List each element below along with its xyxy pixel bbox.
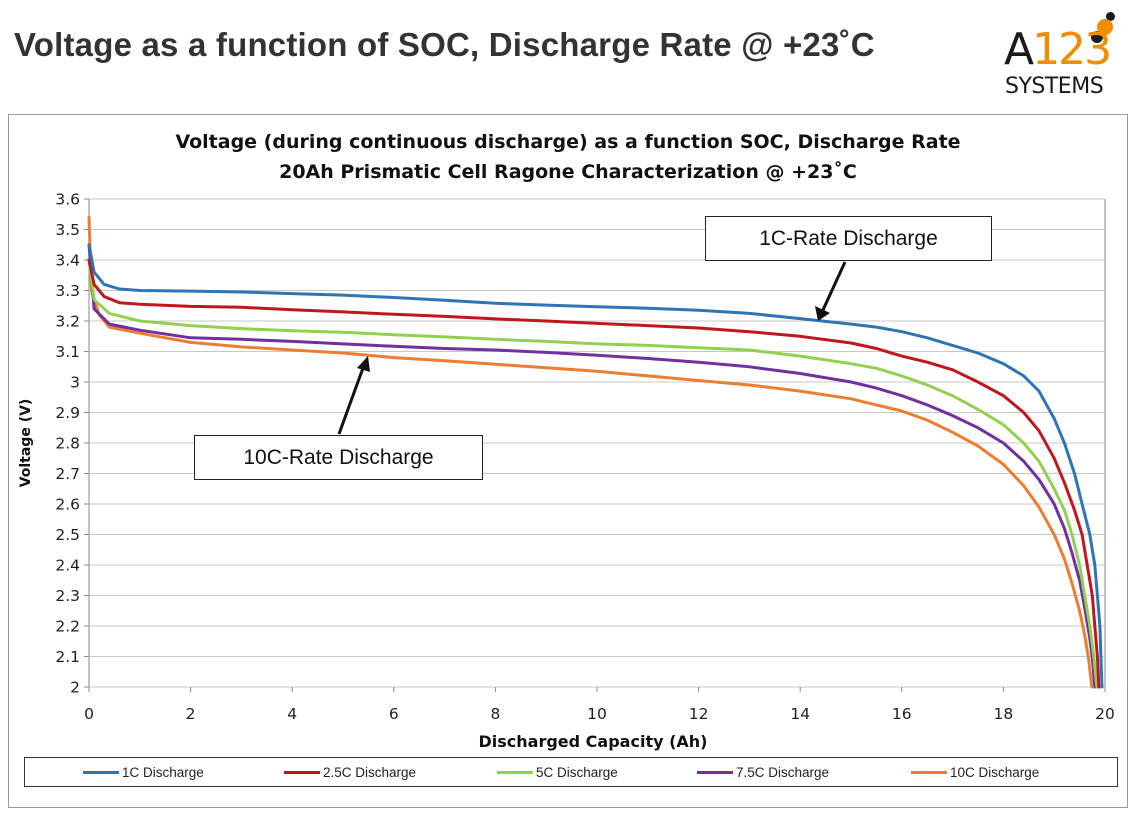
slide-title: Voltage as a function of SOC, Discharge …: [14, 26, 875, 63]
legend-item-5c: 5C Discharge: [497, 758, 618, 786]
legend-label-1c: 1C Discharge: [122, 764, 204, 780]
y-tick-label: 2: [70, 679, 80, 697]
x-tick-label: 8: [490, 705, 500, 723]
chart-title: Voltage (during continuous discharge) as…: [175, 131, 960, 153]
arrow-1c: [815, 261, 847, 321]
series-line-2-5c-discharge: [87, 258, 1101, 689]
legend-label-10c: 10C Discharge: [950, 764, 1040, 780]
y-tick-label: 2.1: [55, 648, 80, 666]
legend-label-7-5c: 7.5C Discharge: [736, 764, 830, 780]
callout-10c-rate: 10C-Rate Discharge: [194, 435, 483, 480]
logo-subtitle: SYSTEMS: [1005, 74, 1104, 99]
y-tick-label: 2.5: [55, 526, 80, 544]
legend-swatch-2-5c: [284, 770, 320, 774]
chart-subtitle: 20Ah Prismatic Cell Ragone Characterizat…: [279, 160, 857, 183]
y-tick-label: 2.4: [55, 557, 80, 575]
y-tick-label: 3: [70, 374, 80, 392]
y-tick-label: 2.2: [55, 618, 80, 636]
y-tick-label: 2.7: [55, 465, 80, 483]
series-line-5c-discharge: [87, 258, 1099, 689]
y-tick-label: 3.3: [55, 282, 80, 300]
legend-label-5c: 5C Discharge: [536, 764, 618, 780]
chart-legend: 1C Discharge 2.5C Discharge 5C Discharge…: [24, 757, 1118, 787]
legend-item-10c: 10C Discharge: [911, 758, 1039, 786]
y-tick-label: 2.6: [55, 496, 80, 514]
legend-swatch-1c: [83, 770, 119, 774]
arrow-10c-shaft: [337, 367, 365, 435]
x-axis-ticks: 0 2 4 6 8 10 12 14 16 18 20: [84, 687, 1115, 723]
x-axis-label: Discharged Capacity (Ah): [479, 732, 708, 751]
x-tick-label: 0: [84, 705, 94, 723]
legend-swatch-10c: [911, 770, 947, 774]
y-tick-label: 3.6: [55, 191, 80, 209]
legend-item-7-5c: 7.5C Discharge: [697, 758, 829, 786]
arrow-1c-head: [815, 306, 830, 321]
a123-logo: A123 SYSTEMS: [1000, 6, 1122, 102]
logo-dot-orange: [1097, 19, 1113, 35]
x-tick-label: 16: [892, 705, 912, 723]
callout-1c-rate: 1C-Rate Discharge: [705, 216, 992, 261]
logo-dot-black-small: [1106, 12, 1115, 21]
legend-item-2-5c: 2.5C Discharge: [284, 758, 416, 786]
legend-item-1c: 1C Discharge: [83, 758, 204, 786]
y-tick-label: 3.2: [55, 313, 80, 331]
series-line-1c-discharge: [87, 243, 1104, 689]
series-line-10c-discharge: [87, 215, 1094, 689]
y-tick-label: 3.1: [55, 343, 80, 361]
y-tick-label: 2.3: [55, 587, 80, 605]
x-tick-label: 2: [186, 705, 196, 723]
y-tick-label: 3.5: [55, 221, 80, 239]
y-axis-ticks: 2 2.1 2.2 2.3 2.4 2.5 2.6 2.7 2.8 2.9 3 3.1 3.2 3.3 3.…: [55, 191, 89, 697]
legend-swatch-7-5c: [697, 770, 733, 774]
legend-label-2-5c: 2.5C Discharge: [323, 764, 417, 780]
arrow-1c-shaft: [821, 261, 847, 311]
y-tick-label: 2.9: [55, 404, 80, 422]
logo-dot-black: [1091, 31, 1103, 43]
x-tick-label: 20: [1095, 705, 1115, 723]
x-tick-label: 6: [389, 705, 399, 723]
logo-brand-number: 123: [1032, 24, 1112, 75]
x-tick-label: 10: [587, 705, 607, 723]
x-tick-label: 4: [287, 705, 297, 723]
series-line-7-5c-discharge: [87, 243, 1097, 689]
arrow-10c-head: [357, 356, 370, 372]
y-axis-label: Voltage (V): [18, 399, 34, 488]
y-tick-label: 2.8: [55, 435, 80, 453]
x-tick-label: 14: [790, 705, 810, 723]
logo-brand-letter: A: [1004, 24, 1034, 75]
legend-swatch-5c: [497, 770, 533, 774]
logo-brand: A123: [1004, 28, 1112, 72]
series-lines: [87, 215, 1104, 689]
x-tick-label: 12: [689, 705, 709, 723]
y-tick-label: 3.4: [55, 252, 80, 270]
x-tick-label: 18: [994, 705, 1014, 723]
arrow-10c: [337, 356, 370, 435]
